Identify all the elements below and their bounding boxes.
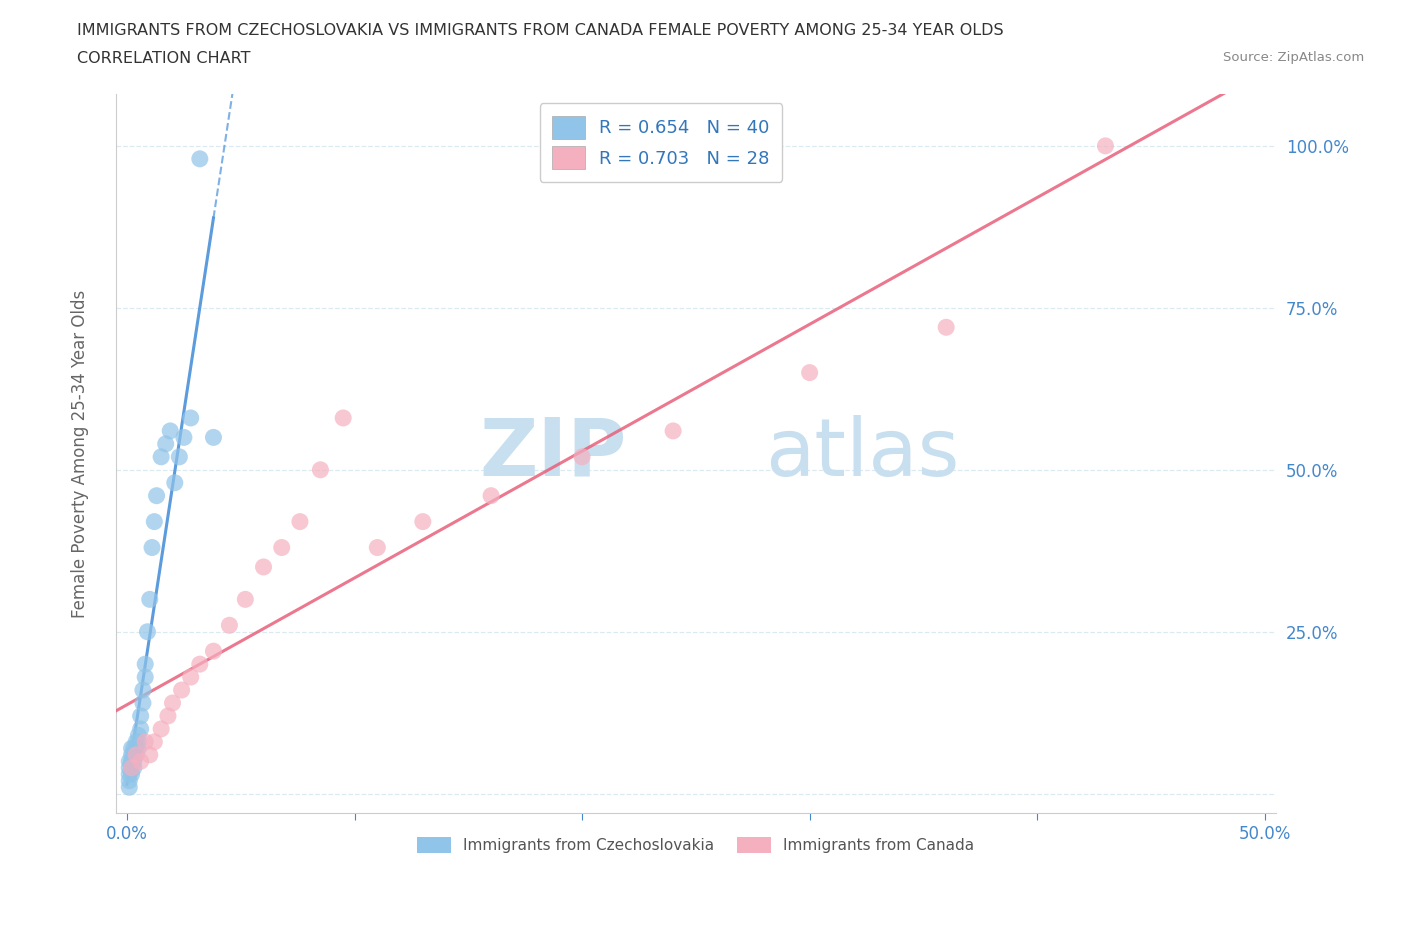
Point [202, 430, 225, 445]
Point [134, 670, 156, 684]
Point [150, 722, 173, 737]
Y-axis label: Female Poverty Among 25-34 Year Olds: Female Poverty Among 25-34 Year Olds [72, 289, 89, 618]
Point [129, 722, 152, 737]
Point [121, 741, 143, 756]
Point [118, 754, 141, 769]
Point [127, 741, 149, 756]
Text: IMMIGRANTS FROM CZECHOSLOVAKIA VS IMMIGRANTS FROM CANADA FEMALE POVERTY AMONG 25: IMMIGRANTS FROM CZECHOSLOVAKIA VS IMMIGR… [77, 23, 1004, 38]
Point [125, 748, 148, 763]
Text: ZIP: ZIP [479, 415, 626, 493]
Point [309, 462, 332, 477]
Point [121, 761, 143, 776]
Point [270, 540, 292, 555]
Point [121, 761, 143, 776]
Point [1094, 139, 1116, 153]
Point [252, 560, 274, 575]
Point [132, 683, 155, 698]
Point [799, 365, 821, 380]
Point [122, 754, 145, 769]
Point [118, 761, 141, 776]
Point [150, 449, 173, 464]
Point [122, 748, 145, 763]
Point [127, 728, 149, 743]
Point [163, 475, 186, 490]
Text: atlas: atlas [765, 415, 960, 493]
Point [139, 591, 162, 606]
Point [125, 735, 148, 750]
Point [118, 767, 141, 782]
Point [121, 748, 143, 763]
Legend: Immigrants from Czechoslovakia, Immigrants from Canada: Immigrants from Czechoslovakia, Immigran… [412, 830, 980, 859]
Point [159, 423, 181, 438]
Point [180, 670, 202, 684]
Point [134, 657, 156, 671]
Point [156, 709, 179, 724]
Point [332, 410, 354, 425]
Text: Source: ZipAtlas.com: Source: ZipAtlas.com [1223, 51, 1364, 64]
Point [129, 709, 152, 724]
Point [125, 748, 148, 763]
Point [662, 423, 685, 438]
Point [202, 644, 225, 658]
Point [132, 696, 155, 711]
Point [118, 779, 141, 794]
Point [188, 657, 211, 671]
Point [479, 488, 502, 503]
Point [366, 540, 388, 555]
Text: CORRELATION CHART: CORRELATION CHART [77, 51, 250, 66]
Point [571, 449, 593, 464]
Point [188, 152, 211, 166]
Point [233, 591, 256, 606]
Point [129, 754, 152, 769]
Point [162, 696, 184, 711]
Point [118, 774, 141, 789]
Point [288, 514, 311, 529]
Point [143, 735, 166, 750]
Point [170, 683, 193, 698]
Point [125, 741, 148, 756]
Point [136, 624, 159, 639]
Point [139, 748, 162, 763]
Point [134, 735, 156, 750]
Point [935, 320, 957, 335]
Point [218, 618, 240, 632]
Point [169, 449, 191, 464]
Point [121, 767, 143, 782]
Point [155, 436, 177, 451]
Point [141, 540, 163, 555]
Point [122, 761, 145, 776]
Point [145, 488, 167, 503]
Point [180, 410, 202, 425]
Point [412, 514, 434, 529]
Point [127, 735, 149, 750]
Point [121, 754, 143, 769]
Point [143, 514, 166, 529]
Point [122, 741, 145, 756]
Point [173, 430, 195, 445]
